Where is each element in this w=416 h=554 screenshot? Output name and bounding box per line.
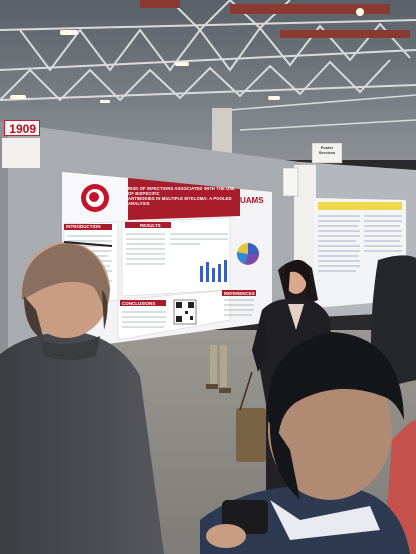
booth-number-sign: 1909	[4, 120, 40, 136]
poster-section-conclusions: CONCLUSIONS	[122, 301, 156, 306]
ceiling-red-beams	[140, 0, 410, 38]
poster-pie-chart	[236, 243, 259, 265]
poster-services-sign: Poster Services	[315, 145, 339, 155]
poster-title-line-2: ANTIBODIES IN MULTIPLE MYELOMA: A POOLED…	[128, 196, 232, 206]
poster-title: RISK OF INFECTIONS ASSOCIATED WITH THE U…	[128, 186, 238, 206]
ceiling-lights	[10, 8, 364, 103]
service-sign-line-2: Services	[318, 150, 336, 155]
small-notice	[282, 167, 299, 197]
presenter-handbag	[236, 408, 266, 462]
ceiling-trusses	[0, 0, 416, 131]
attendee-foreground-right	[200, 332, 410, 554]
poster-section-results: RESULTS	[140, 223, 161, 228]
background-person	[206, 345, 231, 393]
poster-title-banner	[128, 178, 240, 220]
booth-sign-card	[2, 138, 40, 168]
poster-qr-code	[173, 299, 197, 325]
institution-logo-text: UAMS	[240, 196, 264, 205]
service-sign-line-1: Poster	[320, 145, 334, 150]
poster-section-references: REFERENCES	[224, 291, 255, 296]
service-sign-board	[311, 142, 343, 164]
attendee-left	[0, 241, 164, 554]
poster-title-line-1: RISK OF INFECTIONS ASSOCIATED WITH THE U…	[128, 186, 236, 196]
poster-section-introduction: INTRODUCTION	[66, 224, 101, 229]
poster-bar-chart	[200, 260, 227, 282]
